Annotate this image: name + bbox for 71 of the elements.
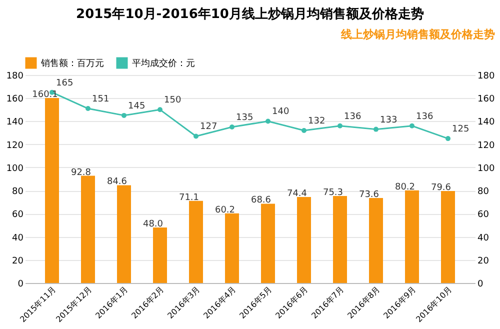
chart-title: 2015年10月-2016年10月线上炒锅月均销售额及价格走势 <box>76 6 424 22</box>
y-tick-label: 120 <box>6 140 24 151</box>
data-label: 48.0 <box>142 220 164 230</box>
y-tick-label: 40 <box>12 233 24 244</box>
point <box>266 118 270 124</box>
y-tick-label: 20 <box>12 256 24 266</box>
data-label: 75.3 <box>322 188 344 198</box>
data-label: 60.2 <box>214 205 236 216</box>
bar <box>45 98 59 283</box>
y2-tick-label: 160 <box>478 94 495 105</box>
point <box>446 136 450 142</box>
y2-tick-label: 100 <box>478 164 495 174</box>
data-label: 165 <box>56 78 74 88</box>
data-label: 151 <box>92 94 110 105</box>
bar <box>405 190 419 283</box>
data-label: 136 <box>344 112 362 122</box>
bar <box>225 213 239 283</box>
bar <box>369 198 383 283</box>
y2-tick-label: 40 <box>478 233 490 244</box>
data-label: 80.2 <box>394 182 416 192</box>
data-label: 133 <box>380 115 398 126</box>
bar <box>153 228 167 283</box>
data-label: 136 <box>416 112 434 122</box>
data-label: 135 <box>236 113 254 123</box>
bar <box>81 176 95 283</box>
y-tick-label: 80 <box>12 187 24 198</box>
point <box>122 112 126 118</box>
bar <box>261 204 275 283</box>
data-label: 71.1 <box>178 192 200 203</box>
point <box>338 123 342 128</box>
y-tick-label: 60 <box>12 210 24 220</box>
data-label: 73.6 <box>358 190 380 200</box>
y2-tick-label: 140 <box>478 118 495 128</box>
point <box>230 124 234 130</box>
y-tick-label: 100 <box>6 164 24 174</box>
point <box>158 107 162 112</box>
data-label: 132 <box>308 116 326 126</box>
bar <box>117 185 131 283</box>
data-label: 150 <box>164 96 182 106</box>
bar <box>333 196 347 283</box>
data-label: 92.8 <box>70 168 92 178</box>
bar <box>189 200 203 283</box>
data-label: 140 <box>272 107 290 118</box>
text: 线上炒锅月均销售额及价格走势 <box>340 28 495 41</box>
y-tick-label: 160 <box>6 94 24 105</box>
data-label: 125 <box>452 124 470 135</box>
y-tick-label: 180 <box>6 72 24 82</box>
y2-tick-label: 20 <box>478 256 490 266</box>
point <box>374 126 378 132</box>
data-label: 68.6 <box>250 196 272 206</box>
point <box>86 106 90 112</box>
y2-tick-label: 80 <box>478 187 490 198</box>
point <box>302 128 306 133</box>
legend-label: 销售额：百万元 <box>40 58 104 69</box>
bar <box>297 197 311 283</box>
y2-tick-label: 120 <box>478 140 495 151</box>
data-label: 84.6 <box>106 177 128 188</box>
y-tick-label: 0 <box>18 280 24 290</box>
data-label: 145 <box>128 101 146 112</box>
y2-tick-label: 0 <box>478 280 484 290</box>
data-label: 127 <box>200 122 218 132</box>
point <box>194 134 198 139</box>
y-tick-label: 140 <box>6 118 24 128</box>
bar <box>441 191 455 283</box>
data-label: 79.6 <box>430 183 452 194</box>
point <box>410 123 414 128</box>
legend-label: 平均成交价：元 <box>132 58 195 69</box>
y2-tick-label: 180 <box>478 72 495 82</box>
y2-tick-label: 60 <box>478 210 490 220</box>
data-label: 160.1 <box>32 90 58 100</box>
data-label: 74.4 <box>286 189 308 200</box>
